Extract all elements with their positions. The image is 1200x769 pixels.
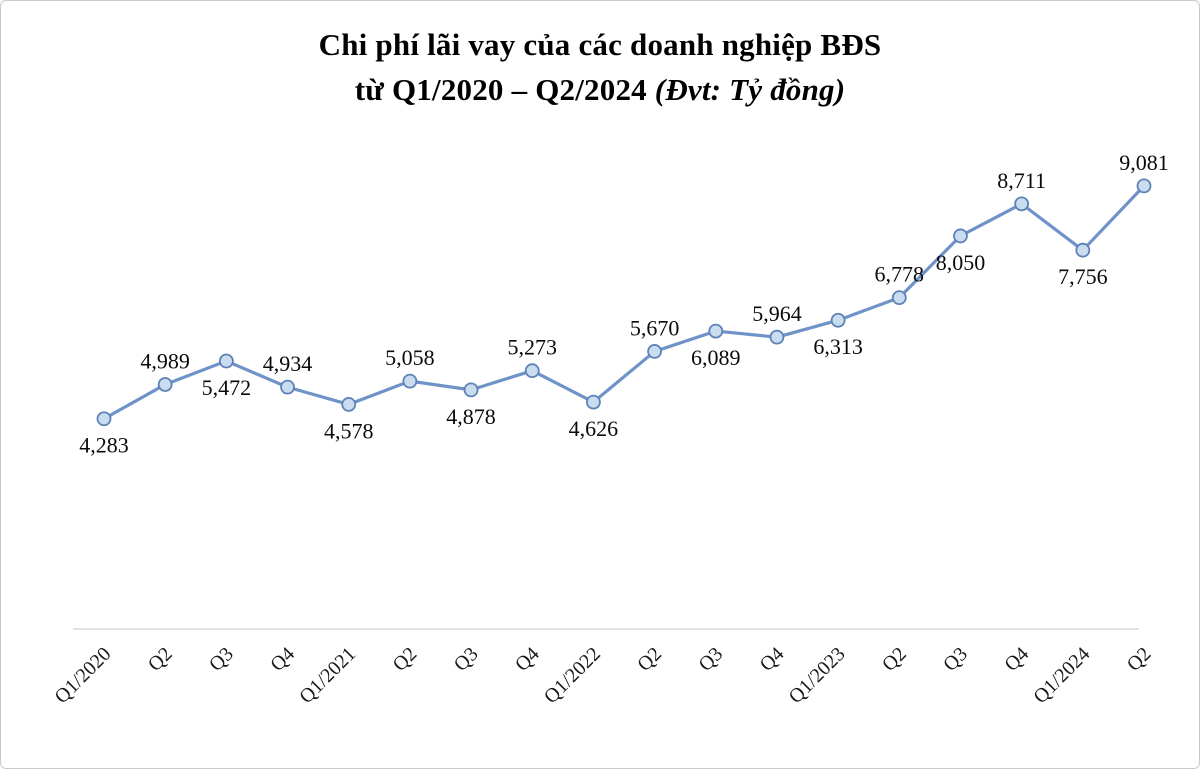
data-label: 4,578 xyxy=(324,418,374,443)
x-axis-label: Q2 xyxy=(389,643,422,676)
x-axis-label: Q3 xyxy=(205,643,238,676)
data-label: 5,058 xyxy=(385,345,435,370)
data-point-marker xyxy=(647,344,662,359)
x-axis-label: Q3 xyxy=(694,643,727,676)
chart-title-range: từ Q1/2020 – Q2/2024 xyxy=(354,71,655,107)
data-label: 4,626 xyxy=(569,416,619,441)
x-axis-label: Q1/2024 xyxy=(1029,643,1094,708)
data-point-marker xyxy=(586,394,601,410)
data-label: 4,283 xyxy=(79,433,129,458)
data-point-marker xyxy=(891,290,907,306)
data-point-marker xyxy=(341,397,357,412)
data-label: 8,050 xyxy=(936,250,986,275)
data-label: 6,778 xyxy=(875,262,925,287)
chart-title-unit: (Đvt: Tỷ đồng) xyxy=(654,71,846,107)
data-point-marker xyxy=(769,329,785,345)
data-label: 9,081 xyxy=(1119,150,1169,175)
data-point-marker xyxy=(96,411,112,427)
x-axis-label: Q3 xyxy=(939,643,972,676)
x-axis-label: Q4 xyxy=(756,643,789,676)
data-point-marker xyxy=(463,382,479,398)
chart-title-line2: từ Q1/2020 – Q2/2024 (Đvt: Tỷ đồng) xyxy=(1,68,1199,113)
x-axis-label: Q1/2022 xyxy=(540,643,605,708)
x-axis-label: Q4 xyxy=(266,643,299,676)
data-point-marker xyxy=(953,228,968,244)
data-label: 4,878 xyxy=(446,404,496,429)
x-axis-label: Q2 xyxy=(633,643,666,676)
data-label: 5,472 xyxy=(202,375,252,400)
data-label: 5,670 xyxy=(630,315,680,340)
data-point-marker xyxy=(1075,242,1091,258)
series-line xyxy=(102,184,1146,421)
data-label: 5,964 xyxy=(752,301,802,326)
data-point-marker xyxy=(1136,178,1152,194)
data-point-marker xyxy=(1014,196,1030,212)
x-axis-label: Q4 xyxy=(511,643,544,676)
x-axis-label: Q2 xyxy=(144,643,177,676)
x-axis-label: Q2 xyxy=(1123,643,1156,676)
data-point-marker xyxy=(524,363,540,379)
data-label: 7,756 xyxy=(1058,264,1108,289)
x-axis-label: Q2 xyxy=(878,643,911,676)
x-axis-label: Q1/2020 xyxy=(50,643,115,708)
data-point-marker xyxy=(157,377,173,392)
data-point-marker xyxy=(402,373,418,389)
chart-title: Chi phí lãi vay của các doanh nghiệp BĐS… xyxy=(1,23,1199,113)
data-point-marker xyxy=(708,323,724,339)
x-axis-label: Q3 xyxy=(450,643,483,676)
data-label: 6,089 xyxy=(691,345,741,370)
data-label: 8,711 xyxy=(997,168,1046,193)
chart-title-line1: Chi phí lãi vay của các doanh nghiệp BĐS xyxy=(318,27,882,62)
data-point-marker xyxy=(218,353,234,369)
x-axis-label: Q1/2023 xyxy=(785,643,850,708)
data-label: 6,313 xyxy=(813,334,863,359)
data-label: 4,934 xyxy=(263,351,313,376)
x-axis-label: Q4 xyxy=(1000,643,1033,676)
x-axis-label: Q1/2021 xyxy=(295,643,360,708)
data-label: 5,273 xyxy=(507,335,557,360)
data-point-marker xyxy=(830,312,846,328)
data-point-marker xyxy=(280,379,295,395)
data-label: 4,989 xyxy=(140,348,190,373)
